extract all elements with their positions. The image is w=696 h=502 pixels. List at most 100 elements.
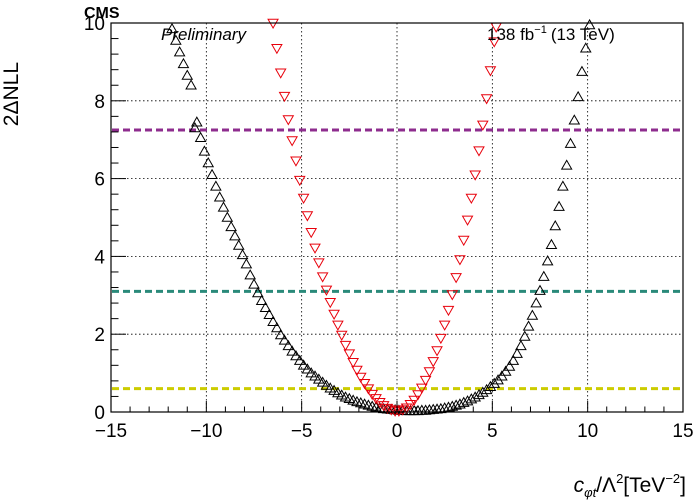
data-point <box>271 321 283 333</box>
data-point <box>332 320 344 331</box>
experiment-label: CMS <box>84 5 120 22</box>
data-point <box>488 377 501 388</box>
series-black-triangles <box>166 18 596 416</box>
data-point <box>499 365 512 376</box>
data-point <box>541 255 554 266</box>
x-tick-label: 0 <box>392 421 403 442</box>
data-point <box>412 390 424 401</box>
data-point <box>185 79 197 90</box>
data-point <box>271 44 283 55</box>
data-point <box>248 278 260 289</box>
data-point <box>549 220 562 231</box>
data-point <box>434 333 447 345</box>
data-point <box>202 157 215 168</box>
data-series <box>166 18 596 417</box>
data-point <box>564 137 577 148</box>
data-point <box>515 339 527 351</box>
data-point <box>282 115 295 126</box>
data-point <box>189 122 201 133</box>
data-point <box>190 116 203 127</box>
data-point <box>465 193 478 205</box>
data-point <box>362 384 375 395</box>
data-point <box>446 290 459 301</box>
data-point <box>484 66 497 77</box>
data-point <box>423 367 436 378</box>
data-point <box>557 180 569 191</box>
data-point <box>244 269 257 280</box>
data-point <box>473 146 485 157</box>
y-tick-label: 6 <box>94 170 105 191</box>
data-point <box>236 248 249 260</box>
y-tick-label: 2 <box>94 325 105 346</box>
x-axis-unit-close: ] <box>680 474 686 497</box>
data-point <box>579 42 592 53</box>
data-point <box>324 298 337 309</box>
data-point <box>427 357 440 368</box>
data-point <box>476 120 489 131</box>
data-point <box>568 114 581 125</box>
data-point <box>181 69 194 80</box>
data-point <box>442 305 455 317</box>
data-point <box>198 145 211 156</box>
x-axis-unit-sup: −2 <box>665 471 680 486</box>
data-point <box>278 334 291 345</box>
x-tick-label: −15 <box>95 421 127 442</box>
data-point <box>217 201 230 212</box>
data-point <box>522 320 535 331</box>
data-point <box>305 367 318 378</box>
lumi-label: 138 fb−1 (13 TeV) <box>487 24 615 44</box>
x-axis-lambda: /Λ <box>596 474 616 497</box>
data-point <box>328 309 340 320</box>
y-tick-label: 0 <box>94 403 105 424</box>
data-point <box>358 378 371 390</box>
data-point <box>229 230 241 241</box>
x-axis-coef: c <box>574 474 585 497</box>
data-point <box>526 309 539 320</box>
data-point <box>576 65 588 76</box>
data-point <box>381 403 394 415</box>
data-point <box>263 308 276 319</box>
data-point <box>400 403 413 414</box>
data-point <box>366 400 379 411</box>
data-point <box>290 156 302 167</box>
data-point <box>457 396 470 407</box>
data-point <box>385 405 398 416</box>
x-tick-label: 10 <box>577 421 598 442</box>
data-point <box>309 243 321 254</box>
data-point <box>370 401 382 412</box>
data-point <box>488 37 501 48</box>
x-axis-unit-open: [TeV <box>623 474 665 497</box>
y-tick-label: 8 <box>94 92 105 113</box>
data-point <box>210 180 222 191</box>
data-point <box>507 354 520 365</box>
x-axis-title: cφt/Λ2[TeV−2] <box>574 471 686 500</box>
x-axis-lambda-sup: 2 <box>616 471 623 486</box>
data-point <box>274 328 287 340</box>
data-point <box>537 270 550 281</box>
data-point <box>373 398 386 409</box>
grid <box>111 23 683 412</box>
data-point <box>434 402 447 414</box>
data-point <box>221 211 234 222</box>
x-tick-label: 15 <box>672 421 693 442</box>
energy-label: (13 TeV) <box>551 25 615 44</box>
data-point <box>312 373 325 384</box>
data-point <box>534 284 546 295</box>
data-point <box>442 401 455 412</box>
data-point <box>438 320 451 331</box>
data-point <box>480 94 493 105</box>
data-point <box>347 357 360 369</box>
data-point <box>320 285 333 296</box>
data-point <box>339 340 352 352</box>
data-point <box>194 131 207 143</box>
lumi-exponent: −1 <box>534 24 547 36</box>
x-tick-label: −5 <box>291 421 313 442</box>
data-point <box>473 388 485 400</box>
tick-labels: −15 −10 −5 0 5 10 15 0 2 4 6 8 10 <box>84 14 694 442</box>
data-point <box>301 363 314 374</box>
lumi-value: 138 fb <box>487 25 534 44</box>
data-point <box>225 220 237 232</box>
data-point <box>354 372 367 383</box>
data-point <box>251 286 264 298</box>
